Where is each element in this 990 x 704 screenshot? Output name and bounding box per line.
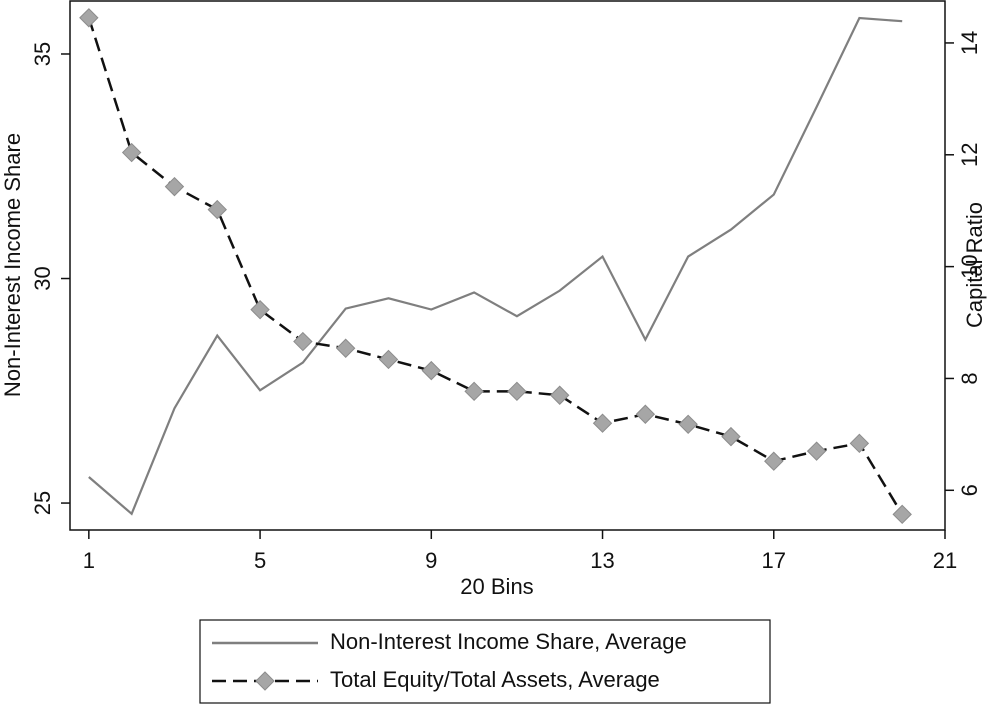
data-point: [849, 433, 870, 454]
y2-tick-label: 10: [957, 254, 982, 278]
data-point: [421, 360, 442, 381]
data-point: [635, 404, 656, 424]
x-tick-label: 13: [590, 548, 614, 573]
x-tick-label: 1: [83, 548, 95, 573]
y-tick-label: 35: [30, 42, 55, 66]
y2-tick-label: 6: [957, 484, 982, 496]
legend-box: [199, 619, 771, 704]
data-point: [507, 381, 527, 402]
data-point: [806, 441, 827, 461]
x-tick-label: 9: [425, 548, 437, 573]
y-tick-label: 25: [30, 491, 55, 515]
y2-axis-title: Capital Ratio: [962, 202, 987, 328]
legend-label: Total Equity/Total Assets, Average: [330, 667, 660, 692]
data-point: [721, 426, 741, 447]
data-point: [164, 176, 185, 197]
y2-tick-label: 8: [957, 372, 982, 384]
data-point: [121, 142, 142, 163]
data-point: [293, 331, 313, 352]
y2-tick-label: 14: [957, 31, 982, 55]
data-point: [464, 381, 484, 402]
y2-tick-label: 12: [957, 143, 982, 167]
data-point: [592, 413, 613, 433]
y-tick-label: 30: [30, 266, 55, 290]
x-tick-label: 17: [762, 548, 786, 573]
data-point: [207, 199, 227, 220]
data-point: [764, 451, 784, 471]
data-point: [892, 504, 912, 525]
x-tick-label: 5: [254, 548, 266, 573]
data-point: [678, 414, 698, 435]
data-point: [79, 8, 99, 28]
series-line: [88, 16, 903, 516]
data-point: [335, 338, 356, 358]
series-line: [87, 17, 904, 515]
x-tick-label: 21: [933, 548, 957, 573]
plot-frame: [69, 0, 946, 531]
data-point: [378, 349, 399, 370]
y-axis-title: Non-Interest Income Share: [0, 133, 25, 397]
data-point: [550, 385, 570, 405]
legend-label: Non-Interest Income Share, Average: [330, 629, 687, 654]
data-point: [250, 299, 270, 320]
x-axis-title: 20 Bins: [460, 574, 533, 599]
legend-marker: [255, 671, 275, 691]
